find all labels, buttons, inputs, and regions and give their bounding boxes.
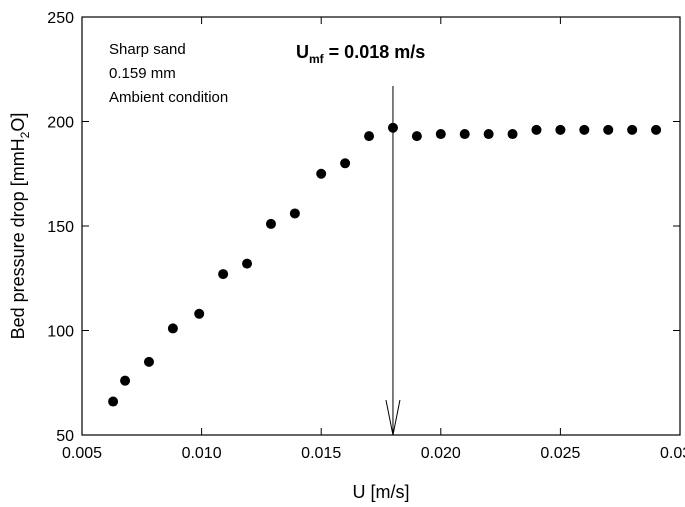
data-point bbox=[143, 356, 154, 367]
annotation-line-2: 0.159 mm bbox=[109, 65, 176, 82]
y-axis-title: Bed pressure drop [mmH2O] bbox=[8, 113, 32, 340]
data-point bbox=[265, 218, 276, 229]
data-point bbox=[531, 124, 542, 135]
x-tick-label: 0.030 bbox=[660, 445, 685, 462]
x-tick-label: 0.025 bbox=[540, 445, 580, 462]
data-point bbox=[435, 129, 446, 140]
umf-label: Umf = 0.018 m/s bbox=[296, 42, 425, 66]
data-point bbox=[340, 158, 351, 169]
data-point bbox=[627, 124, 638, 135]
y-tick-label: 100 bbox=[47, 324, 74, 341]
data-point bbox=[316, 168, 327, 179]
data-point bbox=[108, 396, 119, 407]
y-tick-label: 50 bbox=[56, 428, 74, 445]
data-point bbox=[603, 124, 614, 135]
data-point bbox=[411, 131, 422, 142]
x-tick-label: 0.010 bbox=[182, 445, 222, 462]
data-points bbox=[108, 122, 662, 407]
x-tick-label: 0.005 bbox=[62, 445, 102, 462]
data-point bbox=[289, 208, 300, 219]
data-point bbox=[194, 308, 205, 319]
x-tick-label: 0.020 bbox=[421, 445, 461, 462]
umf-arrow-head bbox=[385, 399, 401, 436]
data-point bbox=[120, 375, 131, 386]
x-axis-title: U [m/s] bbox=[353, 482, 410, 502]
x-axis-ticks: 0.005 0.010 0.015 0.020 0.025 0.030 bbox=[62, 17, 685, 462]
data-point bbox=[387, 122, 398, 133]
y-tick-label: 150 bbox=[47, 219, 74, 236]
data-point bbox=[167, 323, 178, 334]
data-point bbox=[651, 124, 662, 135]
y-tick-label: 250 bbox=[47, 10, 74, 27]
data-point bbox=[507, 129, 518, 140]
x-tick-label: 0.015 bbox=[301, 445, 341, 462]
data-point bbox=[483, 129, 494, 140]
annotation-line-1: Sharp sand bbox=[109, 41, 186, 58]
data-point bbox=[364, 131, 375, 142]
data-point bbox=[218, 269, 229, 280]
data-point bbox=[555, 124, 566, 135]
umf-arrow bbox=[385, 86, 401, 436]
y-axis-ticks: 50 100 150 200 250 bbox=[47, 10, 680, 445]
data-point bbox=[459, 129, 470, 140]
y-tick-label: 200 bbox=[47, 115, 74, 132]
data-point bbox=[242, 258, 253, 269]
annotation-line-3: Ambient condition bbox=[109, 89, 228, 106]
data-point bbox=[579, 124, 590, 135]
